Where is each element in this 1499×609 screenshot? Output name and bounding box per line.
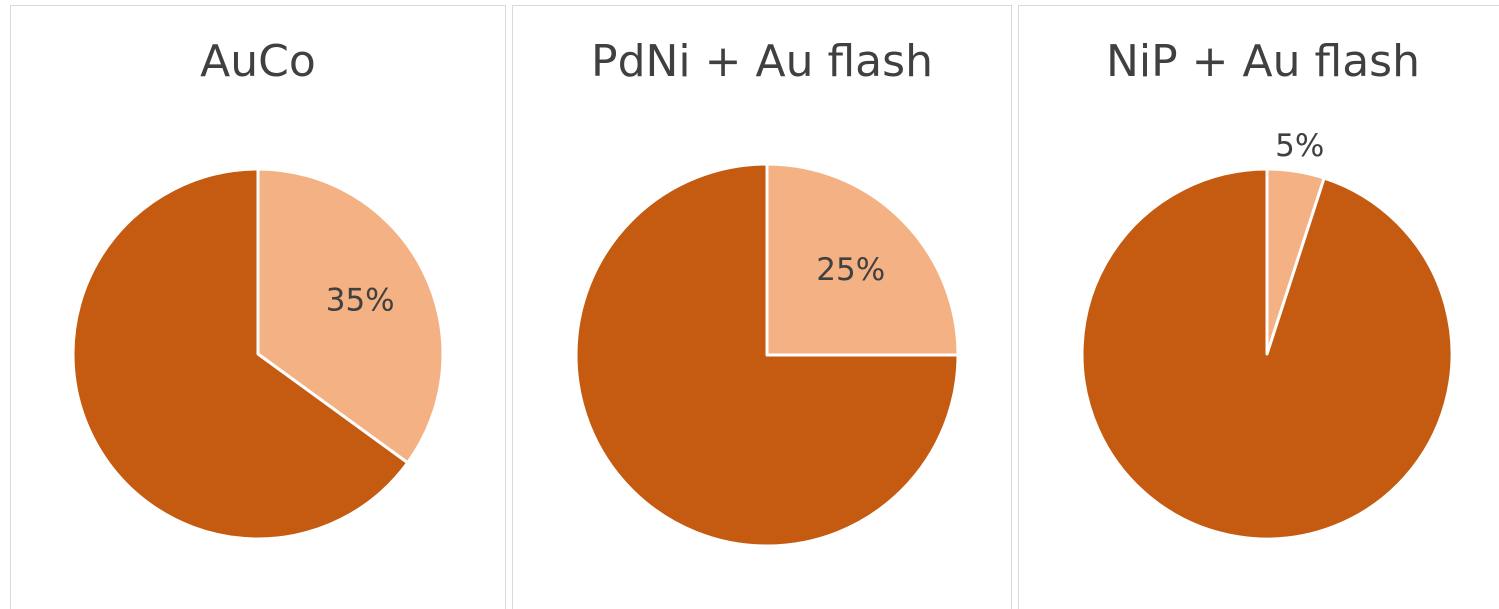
chart-title: PdNi + Au flash	[591, 36, 933, 87]
pie-slice	[574, 162, 960, 548]
chart-title: AuCo	[200, 36, 316, 87]
pie-slice	[1080, 167, 1454, 541]
chart-title: NiP + Au flash	[1106, 36, 1420, 87]
pie-slice	[71, 167, 410, 541]
pie-slice	[256, 167, 445, 465]
pie-slice	[765, 162, 960, 357]
data-label: 5%	[1275, 128, 1324, 164]
data-label: 35%	[326, 282, 395, 318]
data-label: 25%	[816, 252, 885, 288]
